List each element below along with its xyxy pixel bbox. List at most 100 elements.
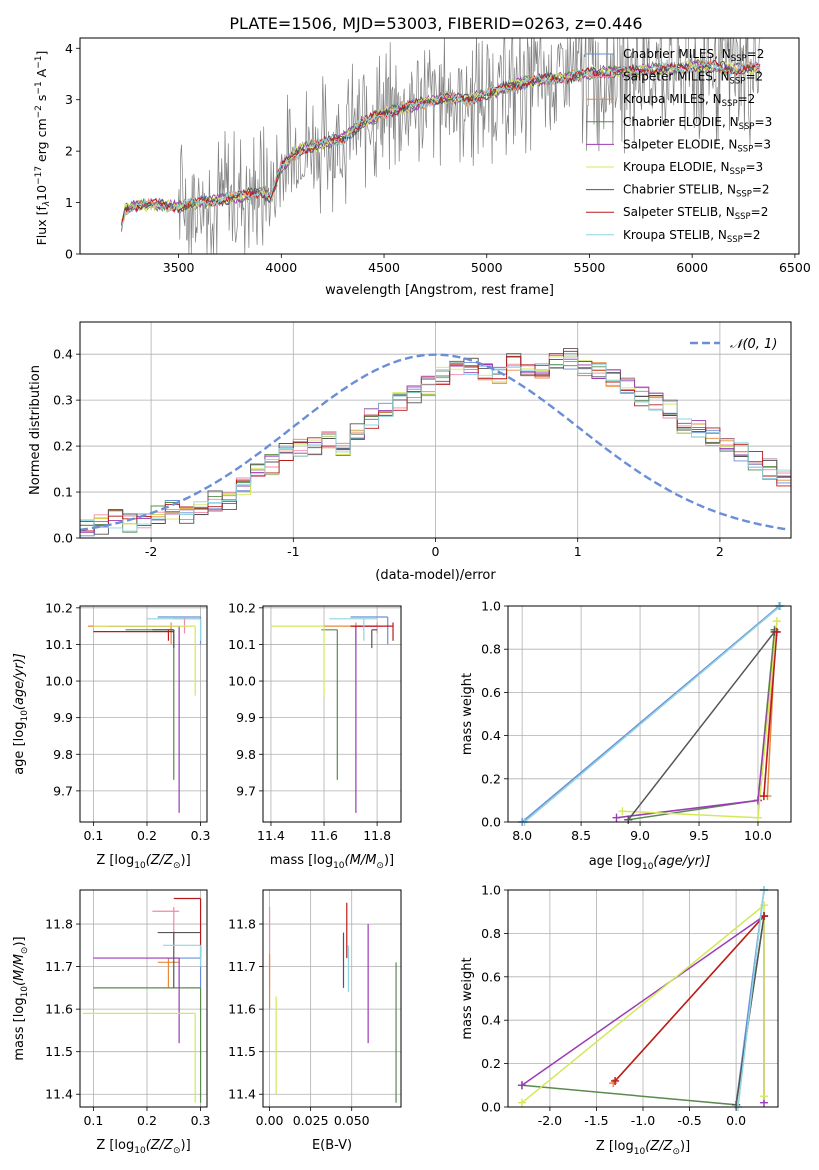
y-axis-label: mass [log10(M/M⊙)] — [12, 936, 30, 1060]
x-tick-label: 8.5 — [571, 828, 591, 843]
x-tick-label: 8.0 — [512, 828, 532, 843]
y-tick-label: 11.5 — [45, 1044, 73, 1059]
x-tick-label: 0 — [432, 544, 440, 559]
x-tick-label: 5000 — [471, 260, 503, 275]
x-tick-label: -0.5 — [677, 1113, 701, 1128]
y-tick-label: 11.7 — [228, 959, 256, 974]
normal-curve — [80, 353, 789, 532]
weight-marker — [759, 792, 768, 801]
x-tick-label: 6000 — [676, 260, 708, 275]
x-axis-label: Z [log10(Z/Z⊙)] — [96, 853, 190, 871]
y-tick-label: 0.3 — [53, 393, 73, 408]
y-tick-label: 2 — [65, 144, 73, 159]
y-axis-label: Normed distribution — [28, 365, 43, 495]
x-tick-label: -1.5 — [584, 1113, 608, 1128]
legend-entry: Salpeter MILES, NSSP=2 — [623, 70, 763, 87]
y-tick-label: 9.7 — [236, 783, 256, 798]
axes-frame — [79, 889, 208, 1108]
y-tick-label: 11.7 — [45, 959, 73, 974]
y-tick-label: 11.6 — [228, 1002, 256, 1017]
y-tick-label: 10.2 — [45, 600, 73, 615]
x-tick-label: 0.2 — [137, 1113, 157, 1128]
y-tick-label: 10.1 — [228, 637, 256, 652]
y-tick-label: 0.8 — [481, 642, 501, 657]
y-axis-label: mass weight — [460, 673, 475, 755]
weight-marker — [618, 807, 627, 816]
spectrum-panel: 3500 4000 4500 5000 5500 6000 6500 0 1 2 3 4 wavelen… — [34, 37, 811, 298]
y-tick-label: 0.2 — [53, 439, 73, 454]
x-tick-label: 9.5 — [689, 828, 709, 843]
y-tick-label: 1.0 — [481, 599, 501, 614]
x-tick-label: -2 — [145, 544, 157, 559]
x-tick-label: 11.6 — [310, 828, 338, 843]
weight-line-chabrier-stelib — [627, 631, 776, 821]
y-tick-label: 10.0 — [45, 674, 73, 689]
x-tick-label: -1.0 — [631, 1113, 655, 1128]
x-tick-label: 1 — [574, 544, 582, 559]
y-tick-label: 9.8 — [236, 747, 256, 762]
y-tick-label: 11.5 — [228, 1044, 256, 1059]
legend-entry: Kroupa STELIB, NSSP=2 — [623, 228, 761, 245]
y-tick-label: 11.8 — [228, 917, 256, 932]
weight-line-salpeter-stelib — [614, 915, 765, 1082]
histogram-kroupa-stelib — [80, 356, 791, 532]
y-tick-label: 1.0 — [481, 883, 501, 898]
y-axis-label: age [log10(age/yr)] — [12, 653, 30, 775]
x-tick-label: 6500 — [779, 260, 811, 275]
y-tick-label: 1 — [65, 195, 73, 210]
x-tick-label: 5500 — [574, 260, 606, 275]
y-tick-label: 0.4 — [53, 347, 73, 362]
x-tick-label: 0.050 — [334, 1113, 370, 1128]
model-line-salpeter-elodie — [121, 59, 761, 227]
y-tick-label: 10.0 — [228, 674, 256, 689]
y-tick-label: 0.0 — [481, 1100, 501, 1115]
weight-marker — [612, 813, 621, 822]
y-tick-label: 0.2 — [481, 1056, 501, 1071]
y-tick-label: 0.4 — [481, 1013, 501, 1028]
weight-marker — [772, 617, 781, 626]
legend-entry: Salpeter STELIB, NSSP=2 — [623, 205, 768, 222]
x-axis-label: mass [log10(M/M⊙)] — [270, 853, 394, 871]
x-tick-label: 10.0 — [744, 828, 772, 843]
x-tick-label: 2 — [716, 544, 724, 559]
x-tick-label: 0.3 — [191, 828, 211, 843]
data-spectrum-line — [121, 38, 761, 254]
weight-line-chabrier-miles — [521, 606, 780, 822]
weight-line-salpeter-stelib — [763, 631, 778, 797]
legend-entry: Kroupa ELODIE, NSSP=3 — [623, 160, 763, 177]
model-line-kroupa-stelib — [121, 59, 761, 228]
x-axis-label: (data-model)/error — [375, 568, 496, 583]
x-tick-label: 0.025 — [293, 1113, 329, 1128]
weight-line-kroupa-stelib — [737, 890, 765, 1107]
x-tick-label: 0.0 — [726, 1113, 746, 1128]
y-tick-label: 0.0 — [53, 531, 73, 546]
weight-marker — [517, 1098, 526, 1107]
weight-marker — [760, 901, 769, 910]
x-axis-label: E(B-V) — [312, 1138, 352, 1153]
x-tick-label: -1 — [287, 544, 299, 559]
weight-vs-age-panel: 8.0 8.5 9.0 9.5 10.0 0.0 0.2 0.4 0.6 0.8 1.0 age [l… — [460, 599, 792, 872]
axes-frame — [79, 321, 792, 539]
y-axis-label: mass weight — [460, 957, 475, 1039]
x-axis-label: Z [log10(Z/Z⊙)] — [596, 1139, 690, 1157]
x-tick-label: 4000 — [265, 260, 297, 275]
y-tick-label: 0.4 — [481, 728, 501, 743]
y-tick-label: 9.7 — [53, 783, 73, 798]
weight-line-kroupa-stelib — [524, 606, 781, 822]
weight-marker — [753, 796, 762, 805]
axes-frame — [507, 889, 779, 1108]
x-axis-label: Z [log10(Z/Z⊙)] — [96, 1138, 190, 1156]
weight-marker — [611, 1076, 620, 1085]
figure-title: PLATE=1506, MJD=53003, FIBERID=0263, z=0… — [229, 14, 642, 33]
y-tick-label: 9.9 — [236, 710, 256, 725]
y-tick-label: 0.1 — [53, 485, 73, 500]
x-tick-label: 0.2 — [137, 828, 157, 843]
axes-frame — [507, 605, 792, 823]
y-tick-label: 0.8 — [481, 926, 501, 941]
residuals-panel: -2 -1 0 1 2 0.0 0.1 0.2 0.3 0.4 (data-model)/error… — [28, 321, 792, 583]
legend-entry: Chabrier STELIB, NSSP=2 — [623, 183, 770, 200]
y-tick-label: 10.1 — [45, 637, 73, 652]
x-tick-label: 0.1 — [83, 828, 103, 843]
y-tick-label: 3 — [65, 92, 73, 107]
